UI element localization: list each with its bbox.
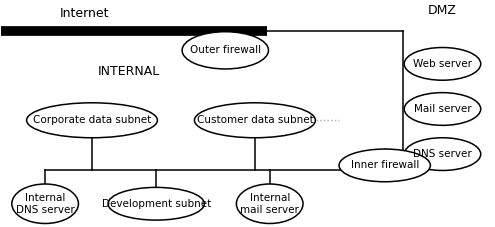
Ellipse shape: [404, 47, 481, 80]
Text: Corporate data subnet: Corporate data subnet: [33, 115, 151, 125]
Text: Internet: Internet: [60, 7, 109, 20]
Text: Web server: Web server: [413, 59, 472, 69]
Ellipse shape: [182, 32, 268, 69]
Text: Inner firewall: Inner firewall: [350, 160, 419, 170]
Text: DMZ: DMZ: [428, 4, 457, 17]
Ellipse shape: [404, 138, 481, 170]
Text: Development subnet: Development subnet: [101, 199, 211, 209]
Ellipse shape: [12, 184, 78, 224]
Text: Internal
mail server: Internal mail server: [240, 193, 299, 215]
Ellipse shape: [108, 187, 204, 220]
Ellipse shape: [404, 93, 481, 125]
Ellipse shape: [339, 149, 430, 182]
Text: Mail server: Mail server: [414, 104, 471, 114]
Text: DNS server: DNS server: [413, 149, 472, 159]
Ellipse shape: [195, 103, 315, 138]
Text: INTERNAL: INTERNAL: [98, 65, 160, 78]
Ellipse shape: [27, 103, 157, 138]
Text: Internal
DNS server: Internal DNS server: [16, 193, 74, 215]
Text: Outer firewall: Outer firewall: [190, 45, 261, 55]
Ellipse shape: [237, 184, 303, 224]
Text: Customer data subnet: Customer data subnet: [197, 115, 313, 125]
